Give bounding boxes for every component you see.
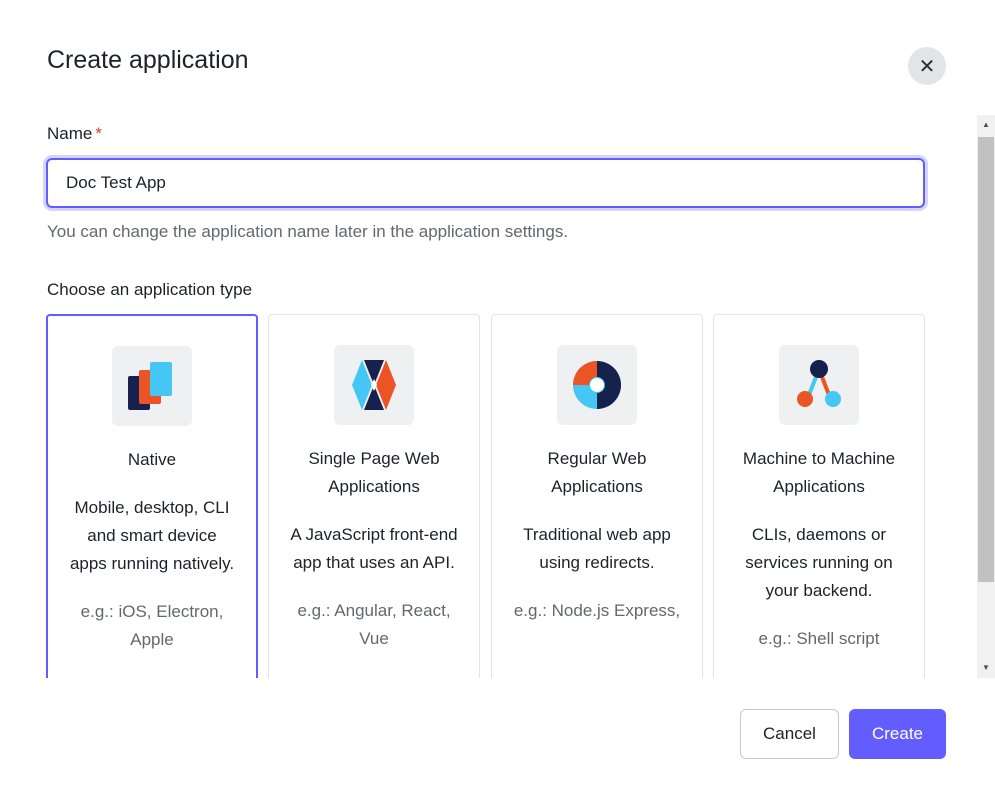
create-button[interactable]: Create xyxy=(849,709,946,759)
card-description: Traditional web app using redirects. xyxy=(523,525,671,572)
card-example: e.g.: Node.js Express, xyxy=(513,601,681,620)
card-title: Machine to Machine Applications xyxy=(742,449,896,496)
scroll-down-icon[interactable]: ▼ xyxy=(982,663,990,672)
card-example: e.g.: Angular, React, Vue xyxy=(297,601,451,648)
scrollbar-thumb[interactable] xyxy=(978,137,994,582)
app-type-spa[interactable]: Single Page Web Applications A JavaScrip… xyxy=(268,314,480,678)
card-title: Native xyxy=(127,450,177,469)
regular-web-icon xyxy=(557,345,637,425)
close-icon: ✕ xyxy=(918,55,936,78)
name-help-text: You can change the application name late… xyxy=(47,222,569,241)
dialog-body: Name* You can change the application nam… xyxy=(0,115,977,678)
app-type-native[interactable]: Native Mobile, desktop, CLI and smart de… xyxy=(46,314,258,678)
name-label-text: Name xyxy=(47,124,93,143)
dialog-title: Create application xyxy=(47,46,249,74)
card-description: CLIs, daemons or services running on you… xyxy=(745,525,893,600)
card-description: A JavaScript front-end app that uses an … xyxy=(290,525,458,572)
card-example: e.g.: Shell script xyxy=(758,629,880,648)
scrollbar[interactable]: ▲ ▼ xyxy=(977,115,995,678)
m2m-icon xyxy=(779,345,859,425)
required-mark: * xyxy=(95,124,102,143)
app-type-m2m[interactable]: Machine to Machine Applications CLIs, da… xyxy=(713,314,925,678)
card-title: Single Page Web Applications xyxy=(308,449,440,496)
name-input[interactable] xyxy=(46,158,925,208)
name-label: Name * xyxy=(47,124,102,144)
scroll-up-icon[interactable]: ▲ xyxy=(982,120,990,129)
card-example: e.g.: iOS, Electron, Apple xyxy=(80,602,224,649)
close-button[interactable]: ✕ xyxy=(908,47,946,85)
card-title: Regular Web Applications xyxy=(547,449,647,496)
spa-icon xyxy=(334,345,414,425)
cancel-button[interactable]: Cancel xyxy=(740,709,839,759)
card-description: Mobile, desktop, CLI and smart device ap… xyxy=(69,498,235,573)
native-icon xyxy=(112,346,192,426)
app-type-regular-web[interactable]: Regular Web Applications Traditional web… xyxy=(491,314,703,678)
app-type-label: Choose an application type xyxy=(47,280,253,299)
